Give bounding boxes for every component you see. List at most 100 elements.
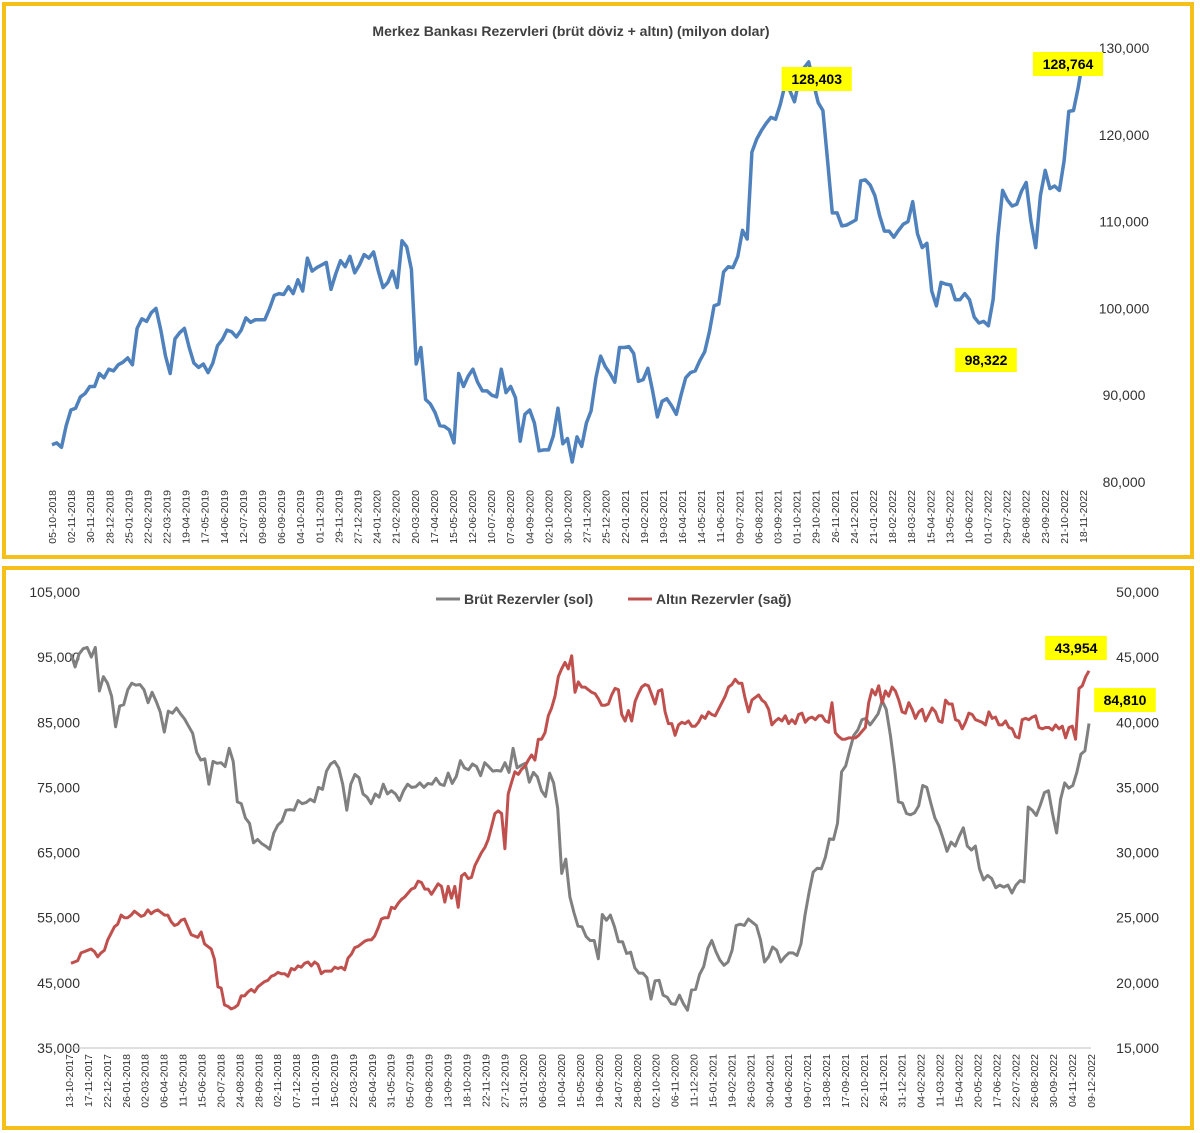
x-axis: 13-10-2017 17-11-2017 22-12-2017 26-01-2018…: [64, 1054, 1098, 1108]
x-tick-label: 31-01-2020: [518, 1054, 530, 1108]
x-tick-label: 17-06-2022: [991, 1054, 1003, 1108]
legend: Brüt Rezervler (sol) Altın Rezervler (sağ…: [436, 591, 791, 607]
x-tick-label: 09-07-2021: [802, 1054, 814, 1108]
x-tick-label: 22-03-2019: [162, 490, 174, 544]
x-tick-label: 01-11-2019: [314, 490, 326, 543]
x-tick-label: 12-07-2019: [238, 490, 250, 544]
callout-peak: 128,403: [781, 67, 852, 91]
callout-gross-last: 84,810: [1094, 688, 1156, 712]
x-tick-label: 09-08-2019: [424, 1054, 436, 1108]
y-tick-label: 120,000: [1099, 127, 1150, 143]
x-tick-label: 20-05-2022: [972, 1054, 984, 1108]
x-tick-label: 02-11-2018: [66, 490, 78, 543]
x-tick-label: 02-11-2018: [272, 1054, 284, 1107]
data-label: 43,954: [1055, 640, 1098, 656]
x-tick-label: 17-04-2020: [429, 490, 441, 544]
y-tick-label-left: 95,000: [37, 649, 80, 665]
y-tick-label-left: 35,000: [37, 1040, 80, 1056]
x-tick-label: 21-01-2022: [868, 490, 880, 544]
x-tick-label: 24-07-2020: [613, 1054, 625, 1108]
x-tick-label: 26-11-2021: [830, 490, 842, 543]
x-tick-label: 06-04-2018: [159, 1054, 171, 1108]
x-tick-label: 26-04-2019: [367, 1054, 379, 1108]
x-tick-label: 22-10-2021: [859, 1054, 871, 1108]
gross-gold-line-chart: Brüt Rezervler (sol) Altın Rezervler (sağ…: [29, 584, 1159, 1108]
x-tick-label: 04-09-2020: [524, 490, 536, 544]
x-tick-label: 22-03-2019: [348, 1054, 360, 1108]
y-tick-label: 100,000: [1099, 300, 1150, 316]
y-tick-label-left: 55,000: [37, 910, 80, 926]
x-tick-label: 18-10-2019: [461, 1054, 473, 1108]
y-tick-label-right: 20,000: [1116, 975, 1159, 991]
x-tick-label: 19-03-2021: [658, 490, 670, 544]
y-tick-label-left: 45,000: [37, 975, 80, 991]
callout-last: 128,764: [1032, 52, 1104, 76]
x-tick-label: 26-08-2022: [1021, 490, 1033, 544]
x-tick-label: 25-12-2020: [601, 490, 613, 544]
x-tick-label: 02-10-2020: [651, 1054, 663, 1108]
y-axis-right: 15,000 20,000 25,000 30,000 35,000 40,000 45,0…: [1116, 584, 1159, 1056]
x-tick-label: 19-04-2019: [181, 490, 193, 544]
x-tick-label: 26-01-2018: [121, 1054, 133, 1108]
x-tick-label: 27-12-2019: [499, 1054, 511, 1108]
x-tick-label: 26-08-2022: [1029, 1054, 1041, 1108]
legend-label: Brüt Rezervler (sol): [464, 591, 593, 607]
x-tick-label: 30-10-2020: [563, 490, 575, 544]
x-tick-label: 18-02-2022: [887, 490, 899, 544]
legend-label: Altın Rezervler (sağ): [656, 591, 791, 607]
x-tick-label: 30-09-2022: [1048, 1054, 1060, 1108]
x-tick-label: 13-10-2017: [64, 1054, 76, 1108]
gross-gold-chart-panel: Brüt Rezervler (sol) Altın Rezervler (sağ…: [2, 566, 1194, 1130]
x-tick-label: 17-11-2017: [83, 1054, 95, 1107]
x-tick-label: 12-06-2020: [467, 490, 479, 544]
y-tick-label: 80,000: [1103, 474, 1146, 490]
data-label: 98,322: [965, 352, 1008, 368]
callouts: 128,403 98,322 128,764: [781, 52, 1104, 372]
y-tick-label-right: 30,000: [1116, 845, 1159, 861]
x-tick-label: 11-03-2022: [935, 1054, 947, 1107]
callout-gold-last: 43,954: [1045, 636, 1107, 660]
data-label: 128,403: [791, 71, 842, 87]
x-tick-label: 18-03-2022: [906, 490, 918, 544]
x-tick-label: 21-02-2020: [391, 490, 403, 544]
x-tick-label: 31-12-2021: [897, 1054, 909, 1108]
x-tick-label: 14-06-2019: [219, 490, 231, 544]
y-tick-label-right: 45,000: [1116, 649, 1159, 665]
x-tick-label: 15-02-2019: [329, 1054, 341, 1108]
y-tick-label-left: 105,000: [29, 584, 80, 600]
x-tick-label: 15-01-2021: [708, 1054, 720, 1108]
legend-item: Brüt Rezervler (sol): [436, 591, 593, 607]
x-tick-label: 30-04-2021: [764, 1054, 776, 1108]
x-tick-label: 07-08-2020: [505, 490, 517, 544]
reserves-chart-panel: Merkez Bankası Rezervleri (brüt döviz + …: [2, 2, 1194, 559]
y-tick-label-right: 25,000: [1116, 910, 1159, 926]
x-tick-label: 24-08-2018: [234, 1054, 246, 1108]
x-tick-label: 06-03-2020: [537, 1054, 549, 1108]
series-line-reserves: [51, 58, 1085, 464]
x-tick-label: 06-09-2019: [276, 490, 288, 544]
legend-item: Altın Rezervler (sağ): [628, 591, 791, 607]
x-tick-label: 02-10-2020: [543, 490, 555, 544]
x-tick-label: 11-06-2021: [715, 490, 727, 543]
x-tick-label: 04-10-2019: [295, 490, 307, 544]
y-tick-label-left: 75,000: [37, 779, 80, 795]
x-tick-label: 05-10-2018: [47, 490, 59, 544]
x-tick-label: 28-08-2020: [632, 1054, 644, 1108]
x-tick-label: 02-03-2018: [140, 1054, 152, 1108]
x-tick-label: 31-05-2019: [386, 1054, 398, 1108]
x-tick-label: 17-05-2019: [200, 490, 212, 544]
x-axis: 05-10-2018 02-11-2018 30-11-2018 28-12-2018…: [47, 490, 1090, 544]
x-tick-label: 11-05-2018: [178, 1054, 190, 1107]
x-tick-label: 15-04-2022: [954, 1054, 966, 1108]
x-tick-label: 29-11-2019: [333, 490, 345, 543]
callouts: 43,954 84,810: [1045, 636, 1156, 712]
y-tick-label-left: 65,000: [37, 845, 80, 861]
x-tick-label: 26-03-2021: [745, 1054, 757, 1108]
series-line-gross-reserves: [69, 645, 1091, 1012]
x-tick-label: 28-12-2018: [104, 490, 116, 544]
x-tick-label: 24-01-2020: [372, 490, 384, 544]
x-tick-label: 22-12-2017: [102, 1054, 114, 1108]
x-tick-label: 27-12-2019: [353, 490, 365, 544]
x-tick-label: 10-07-2020: [486, 490, 498, 544]
x-tick-label: 20-03-2020: [410, 490, 422, 544]
